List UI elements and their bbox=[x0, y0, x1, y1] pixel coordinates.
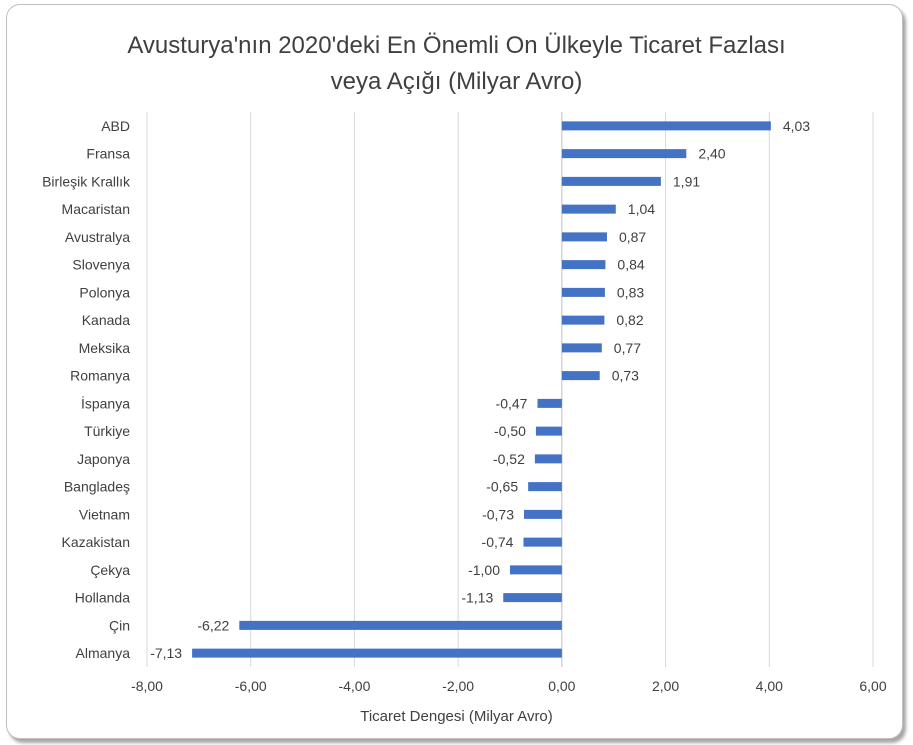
data-label: 1,04 bbox=[628, 201, 655, 217]
category-label: Birleşik Krallık bbox=[42, 173, 131, 189]
bar bbox=[561, 315, 605, 325]
category-label: Polonya bbox=[79, 284, 130, 300]
x-tick-label: 0,00 bbox=[548, 678, 575, 694]
category-label: Kanada bbox=[82, 312, 130, 328]
data-label: -6,22 bbox=[197, 617, 229, 633]
data-label: 1,91 bbox=[673, 173, 700, 189]
bar bbox=[534, 454, 562, 464]
data-label: -0,52 bbox=[493, 451, 525, 467]
x-axis-label: Ticaret Dengesi (Milyar Avro) bbox=[360, 708, 553, 725]
x-tick-label: -6,00 bbox=[235, 678, 267, 694]
data-label: -0,47 bbox=[496, 395, 528, 411]
data-label: 2,40 bbox=[698, 146, 725, 162]
x-tick-label: -8,00 bbox=[131, 678, 163, 694]
bar bbox=[535, 426, 562, 436]
data-label: 0,84 bbox=[617, 257, 644, 273]
category-label: Çekya bbox=[90, 562, 130, 578]
data-label: -1,13 bbox=[461, 590, 493, 606]
category-label: Çin bbox=[109, 617, 130, 633]
bar bbox=[523, 537, 562, 547]
x-tick-labels: -8,00 -6,00 -4,00 -2,00 0,00 2,00 4,00 6,00 bbox=[131, 678, 887, 694]
x-tick-label: -2,00 bbox=[442, 678, 474, 694]
bar bbox=[524, 509, 562, 519]
category-label: Slovenya bbox=[72, 257, 130, 273]
bar bbox=[528, 482, 562, 492]
bar bbox=[561, 121, 771, 131]
bar bbox=[561, 260, 606, 270]
bar bbox=[561, 287, 605, 297]
x-tick-label: 6,00 bbox=[859, 678, 886, 694]
category-label: Bangladeş bbox=[64, 479, 130, 495]
category-labels: ABD Fransa Birleşik Krallık Macaristan Avust… bbox=[42, 118, 131, 661]
data-label: -0,50 bbox=[494, 423, 526, 439]
gridlines bbox=[146, 112, 874, 667]
bars bbox=[192, 121, 771, 658]
bar bbox=[561, 371, 600, 381]
data-labels: 4,03 2,40 1,91 1,04 0,87 0,84 0,83 0,82 0,77 0,73… bbox=[150, 118, 810, 661]
category-label: İspanya bbox=[81, 394, 130, 411]
data-label: -7,13 bbox=[150, 645, 182, 661]
bar bbox=[561, 204, 616, 214]
x-tick-label: 2,00 bbox=[652, 678, 679, 694]
data-label: 0,82 bbox=[616, 312, 643, 328]
bar bbox=[503, 593, 562, 603]
data-label: 0,77 bbox=[614, 340, 641, 356]
data-label: -0,73 bbox=[482, 506, 514, 522]
chart-title-line-2: veya Açığı (Milyar Avro) bbox=[330, 68, 583, 95]
category-label: Japonya bbox=[77, 451, 130, 467]
bar bbox=[561, 343, 602, 353]
bar bbox=[561, 176, 661, 186]
category-label: Vietnam bbox=[79, 506, 130, 522]
category-label: Macaristan bbox=[62, 201, 130, 217]
bar bbox=[192, 648, 562, 658]
category-label: Hollanda bbox=[75, 590, 130, 606]
data-label: -0,65 bbox=[486, 479, 518, 495]
chart-title: Avusturya'nın 2020'deki En Önemli On Ülk… bbox=[0, 28, 913, 100]
data-label: -0,74 bbox=[482, 534, 514, 550]
data-label: 0,87 bbox=[619, 229, 646, 245]
category-label: Almanya bbox=[76, 645, 131, 661]
bar bbox=[561, 149, 687, 159]
bar bbox=[537, 398, 562, 408]
category-label: Kazakistan bbox=[62, 534, 130, 550]
data-label: 0,73 bbox=[612, 368, 639, 384]
category-label: Avustralya bbox=[65, 229, 130, 245]
data-label: 0,83 bbox=[617, 284, 644, 300]
x-tick-label: -4,00 bbox=[338, 678, 370, 694]
category-label: Romanya bbox=[70, 368, 130, 384]
category-label: Meksika bbox=[79, 340, 131, 356]
chart-title-line-1: Avusturya'nın 2020'deki En Önemli On Ülk… bbox=[127, 32, 786, 59]
data-label: -1,00 bbox=[468, 562, 500, 578]
category-label: Türkiye bbox=[84, 423, 130, 439]
bar bbox=[239, 620, 562, 630]
bar bbox=[561, 232, 607, 242]
category-label: Fransa bbox=[86, 146, 130, 162]
data-label: 4,03 bbox=[783, 118, 810, 134]
category-label: ABD bbox=[101, 118, 130, 134]
x-tick-label: 4,00 bbox=[756, 678, 783, 694]
bar bbox=[510, 565, 562, 575]
